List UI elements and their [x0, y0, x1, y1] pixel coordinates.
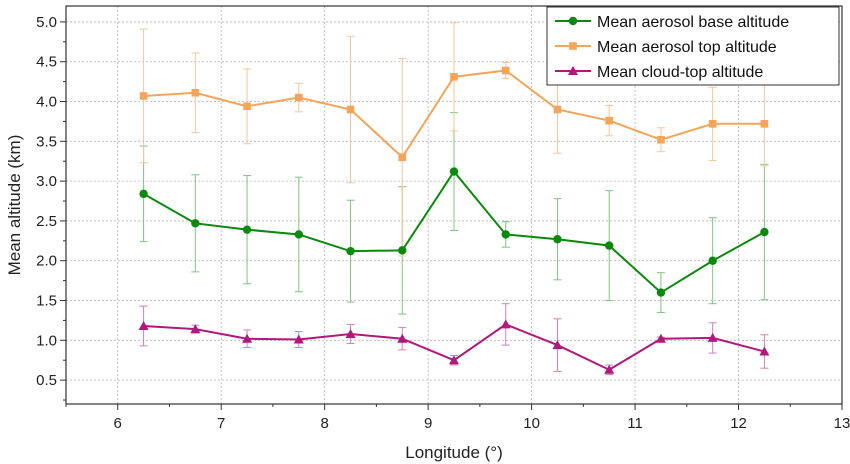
series-markers [138, 66, 770, 374]
data-point-2-3 [293, 334, 304, 344]
x-axis-title: Longitude (°) [405, 443, 503, 462]
x-tick-label: 12 [730, 415, 747, 432]
legend: Mean aerosol base altitude Mean aerosol t… [546, 6, 840, 86]
data-point-2-2 [242, 333, 253, 343]
data-point-0-2 [242, 225, 252, 234]
data-point-2-11 [707, 332, 718, 342]
plot-frame [65, 5, 843, 405]
data-point-0-4 [346, 246, 355, 256]
legend-box [546, 6, 840, 86]
data-point-0-10 [656, 288, 666, 297]
y-axis-title: Mean altitude (km) [5, 135, 24, 276]
data-point-2-10 [655, 333, 666, 343]
x-tick-label: 10 [523, 415, 540, 432]
data-point-0-12 [760, 227, 769, 237]
y-tick-label: 2.0 [36, 253, 57, 270]
legend-label-0: Mean aerosol base altitude [597, 14, 789, 31]
data-point-0-11 [708, 256, 717, 265]
y-tick-label: 0.5 [36, 372, 57, 389]
data-point-2-0 [138, 320, 149, 330]
y-tick-label: 1.5 [36, 293, 57, 310]
y-tick-label: 2.5 [36, 213, 57, 230]
y-tick-label: 4.5 [36, 54, 57, 71]
y-tick-label: 3.0 [36, 173, 57, 190]
data-point-1-1 [191, 88, 200, 97]
y-tick-label: 3.5 [36, 133, 57, 150]
x-tick-label: 8 [320, 415, 328, 432]
data-point-0-7 [501, 230, 510, 239]
y-tick-label: 4.0 [36, 94, 57, 111]
legend-marker-1 [569, 42, 577, 50]
data-point-1-8 [553, 105, 562, 114]
legend-marker-0 [568, 16, 578, 26]
data-point-2-7 [500, 319, 511, 329]
legend-marker-2 [568, 66, 578, 75]
data-point-0-5 [398, 246, 407, 255]
data-point-1-7 [501, 66, 510, 75]
data-point-2-9 [604, 364, 615, 374]
data-point-2-8 [552, 340, 563, 350]
data-point-1-2 [243, 102, 251, 111]
data-point-2-1 [190, 324, 201, 334]
data-point-2-6 [449, 355, 459, 365]
data-point-1-5 [398, 153, 407, 162]
data-point-2-5 [397, 333, 408, 343]
legend-label-1: Mean aerosol top altitude [597, 39, 777, 56]
data-point-1-11 [708, 120, 717, 128]
data-point-1-10 [657, 135, 665, 144]
data-point-1-0 [139, 92, 148, 100]
data-point-2-12 [759, 346, 770, 356]
y-tick-label: 5.0 [36, 14, 57, 31]
data-point-0-3 [294, 230, 303, 239]
data-point-1-12 [760, 120, 769, 128]
legend-label-2: Mean cloud-top altitude [597, 64, 763, 81]
x-tick-label: 7 [217, 415, 225, 432]
data-point-1-4 [346, 105, 355, 114]
x-tick-label: 13 [834, 415, 850, 432]
data-point-0-1 [191, 219, 200, 228]
data-point-2-4 [345, 328, 356, 338]
data-point-0-9 [605, 241, 614, 250]
x-tick-label: 9 [424, 415, 432, 432]
data-point-0-6 [449, 167, 459, 176]
data-point-1-3 [295, 93, 303, 102]
data-point-0-0 [139, 189, 148, 199]
y-tick-label: 1.0 [36, 332, 57, 349]
data-point-1-6 [450, 73, 458, 81]
data-point-1-9 [605, 116, 613, 125]
x-tick-label: 11 [627, 415, 643, 432]
x-tick-label: 6 [114, 415, 122, 432]
axis-ticks: 6 7 8 9 10 11 12 13 0.5 1.0 1.5 2.0 2.5 3.0 3.5 4.0 4.5 5… [36, 14, 850, 432]
data-point-0-8 [553, 235, 562, 244]
